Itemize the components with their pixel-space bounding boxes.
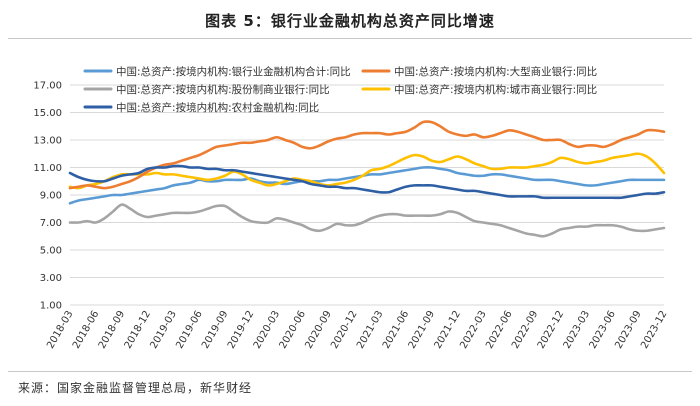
y-tick-label: 15.00 bbox=[33, 108, 62, 119]
x-axis: 2018-032018-062018-092018-122019-032019-… bbox=[45, 309, 669, 351]
series-line-rural-institutions bbox=[68, 164, 666, 200]
x-tick-label: 2023-12 bbox=[639, 309, 669, 351]
series-line-joint-stock-banks bbox=[68, 203, 666, 238]
source-divider bbox=[8, 371, 692, 372]
legend-label-large-banks: 中国:总资产:按境内机构:大型商业银行:同比 bbox=[394, 65, 597, 78]
legend-label-rural-institutions: 中国:总资产:按境内机构:农村金融机构:同比 bbox=[116, 101, 319, 114]
line-chart: 1.00 3.00 5.00 7.00 9.00 11.00 13.00 15.00 17.00… bbox=[33, 65, 669, 351]
y-tick-label: 17.00 bbox=[33, 81, 62, 92]
series-lines bbox=[68, 120, 666, 238]
y-axis: 1.00 3.00 5.00 7.00 9.00 11.00 13.00 15.00 17.00 bbox=[33, 81, 62, 312]
series-line-large-banks bbox=[68, 120, 666, 190]
legend-label-city-banks: 中国:总资产:按境内机构:城市商业银行:同比 bbox=[394, 83, 597, 96]
source-note: 来源：国家金融监督管理总局，新华财经 bbox=[18, 381, 253, 395]
gridlines bbox=[70, 84, 664, 306]
title-divider bbox=[8, 38, 692, 39]
y-tick-label: 11.00 bbox=[33, 163, 62, 174]
y-tick-label: 7.00 bbox=[40, 218, 62, 229]
legend: 中国:总资产:按境内机构:银行业金融机构合计:同比 中国:总资产:按境内机构:大型… bbox=[83, 65, 597, 114]
chart-title: 图表 5：银行业金融机构总资产同比增速 bbox=[205, 12, 495, 30]
series-line-banking-total bbox=[68, 166, 666, 205]
y-tick-label: 13.00 bbox=[33, 136, 62, 147]
series-line-city-banks bbox=[68, 152, 666, 190]
legend-label-banking-total: 中国:总资产:按境内机构:银行业金融机构合计:同比 bbox=[116, 65, 351, 78]
legend-label-joint-stock-banks: 中国:总资产:按境内机构:股份制商业银行:同比 bbox=[116, 83, 330, 96]
y-tick-label: 3.00 bbox=[40, 273, 62, 284]
y-tick-label: 5.00 bbox=[40, 246, 62, 257]
y-tick-label: 9.00 bbox=[40, 191, 62, 202]
y-tick-label: 1.00 bbox=[40, 301, 62, 312]
